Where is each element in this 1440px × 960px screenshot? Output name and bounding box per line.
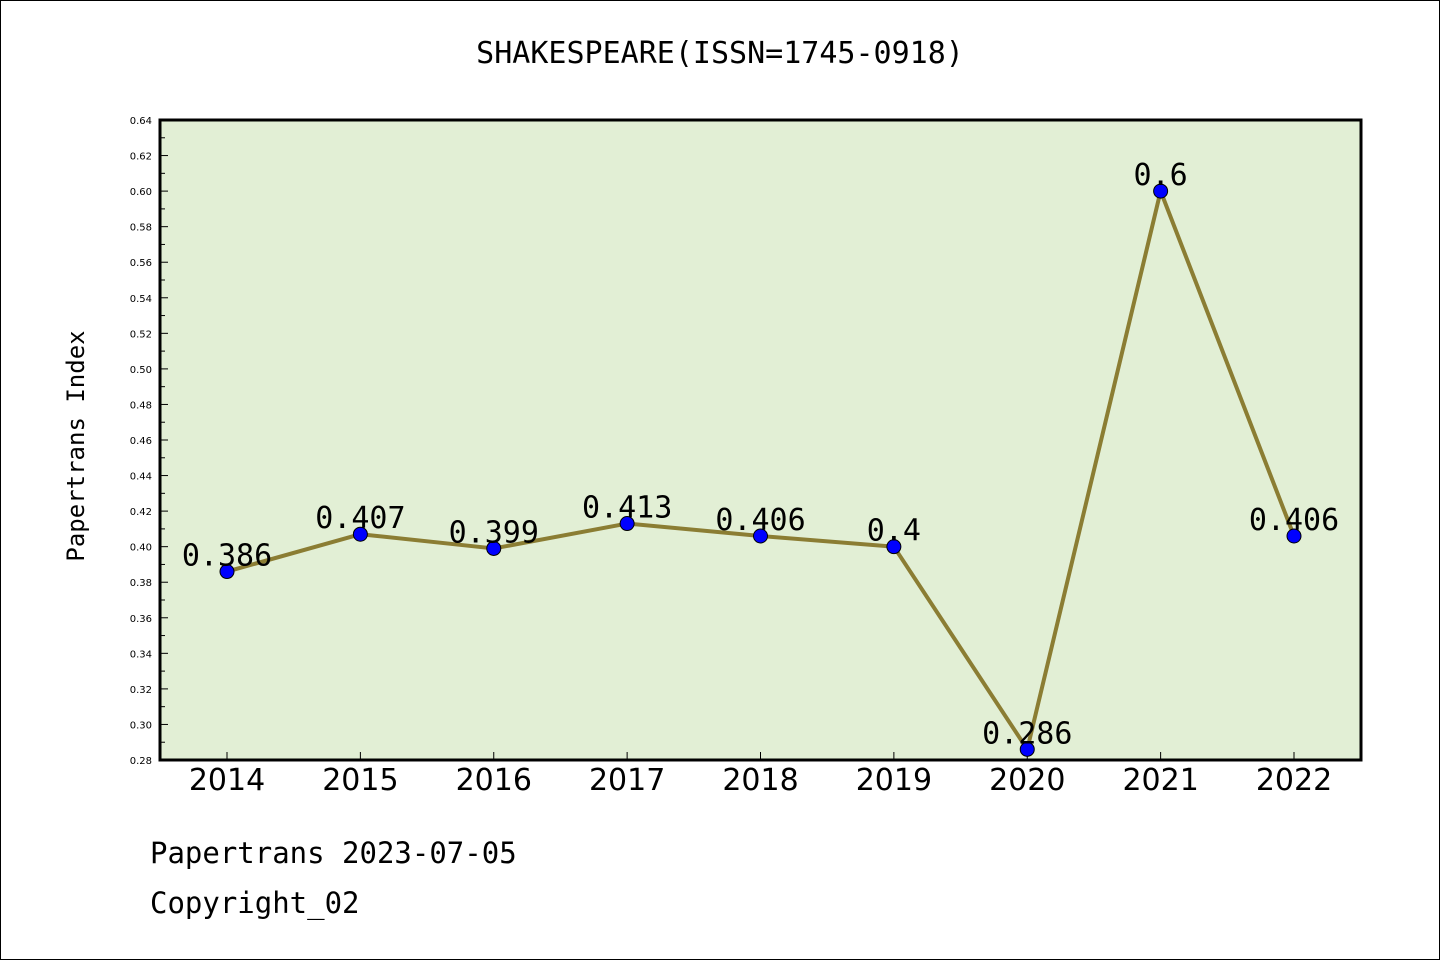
x-tick-label: 2021 — [1122, 763, 1198, 798]
data-label: 0.386 — [182, 539, 272, 574]
plot-border — [158, 118, 1363, 762]
data-point — [352, 526, 368, 542]
data-point — [619, 516, 635, 532]
data-label: 0.286 — [982, 716, 1072, 751]
x-tick-label: 2017 — [589, 763, 665, 798]
data-label: 0.407 — [315, 501, 405, 536]
data-label: 0.399 — [449, 515, 539, 550]
y-tick-label: 0.64 — [130, 116, 152, 127]
data-point — [1019, 741, 1035, 757]
y-tick-label: 0.40 — [130, 543, 152, 554]
footer-copyright: Copyright_02 — [150, 886, 360, 920]
y-tick-label: 0.50 — [130, 365, 152, 376]
y-tick-label: 0.34 — [130, 649, 152, 660]
data-label: 0.406 — [715, 503, 805, 538]
y-tick-label: 0.46 — [130, 436, 152, 447]
x-tick-label: 2018 — [722, 763, 798, 798]
data-label: 0.6 — [1134, 158, 1188, 193]
y-tick-label: 0.32 — [130, 685, 152, 696]
chart-title: SHAKESPEARE(ISSN=1745-0918) — [476, 36, 964, 71]
y-tick-label: 0.38 — [130, 578, 152, 589]
x-tick-label: 2020 — [989, 763, 1065, 798]
y-tick-label: 0.54 — [130, 294, 152, 305]
data-point — [1153, 183, 1169, 199]
y-tick-label: 0.56 — [130, 258, 152, 269]
plot-area — [160, 120, 1361, 760]
y-tick-label: 0.30 — [130, 720, 152, 731]
x-tick-label: 2014 — [189, 763, 265, 798]
y-tick-label: 0.28 — [130, 756, 152, 767]
y-tick-label: 0.58 — [130, 223, 152, 234]
y-tick-label: 0.42 — [130, 507, 152, 518]
data-point — [886, 539, 902, 555]
data-point — [219, 564, 235, 580]
data-label: 0.4 — [867, 514, 921, 549]
data-point — [486, 540, 502, 556]
x-tick-label: 2022 — [1256, 763, 1332, 798]
y-tick-label: 0.44 — [130, 472, 152, 483]
y-tick-label: 0.36 — [130, 614, 152, 625]
data-label: 0.406 — [1249, 503, 1339, 538]
data-point — [753, 528, 768, 544]
data-label: 0.413 — [582, 491, 672, 526]
y-tick-label: 0.60 — [130, 187, 152, 198]
x-tick-label: 2019 — [856, 763, 932, 798]
footer-date: Papertrans 2023-07-05 — [150, 836, 517, 870]
y-tick-label: 0.62 — [130, 152, 152, 163]
y-tick-label: 0.52 — [130, 329, 152, 340]
y-tick-label: 0.48 — [130, 400, 152, 411]
x-tick-label: 2016 — [456, 763, 532, 798]
data-point — [1286, 528, 1302, 544]
x-tick-label: 2015 — [322, 763, 398, 798]
